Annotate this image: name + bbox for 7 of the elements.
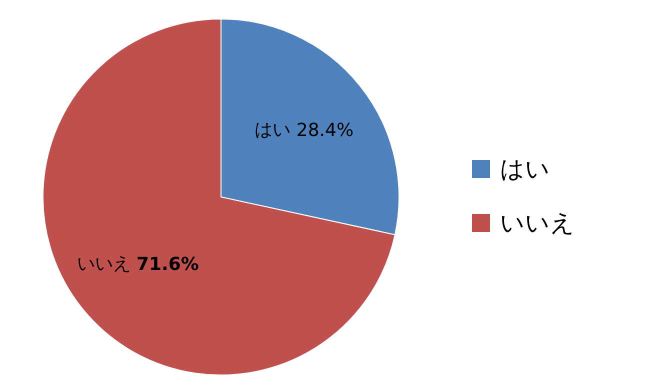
data-label: 71.6% (136, 254, 199, 275)
pie-slice (42, 18, 396, 376)
data-label: 28.4% (296, 119, 354, 140)
legend-label: はい (500, 154, 550, 184)
slice-label: はい (254, 119, 291, 140)
slice-label: いいえ (76, 254, 131, 275)
legend-label: いいえ (500, 208, 575, 238)
